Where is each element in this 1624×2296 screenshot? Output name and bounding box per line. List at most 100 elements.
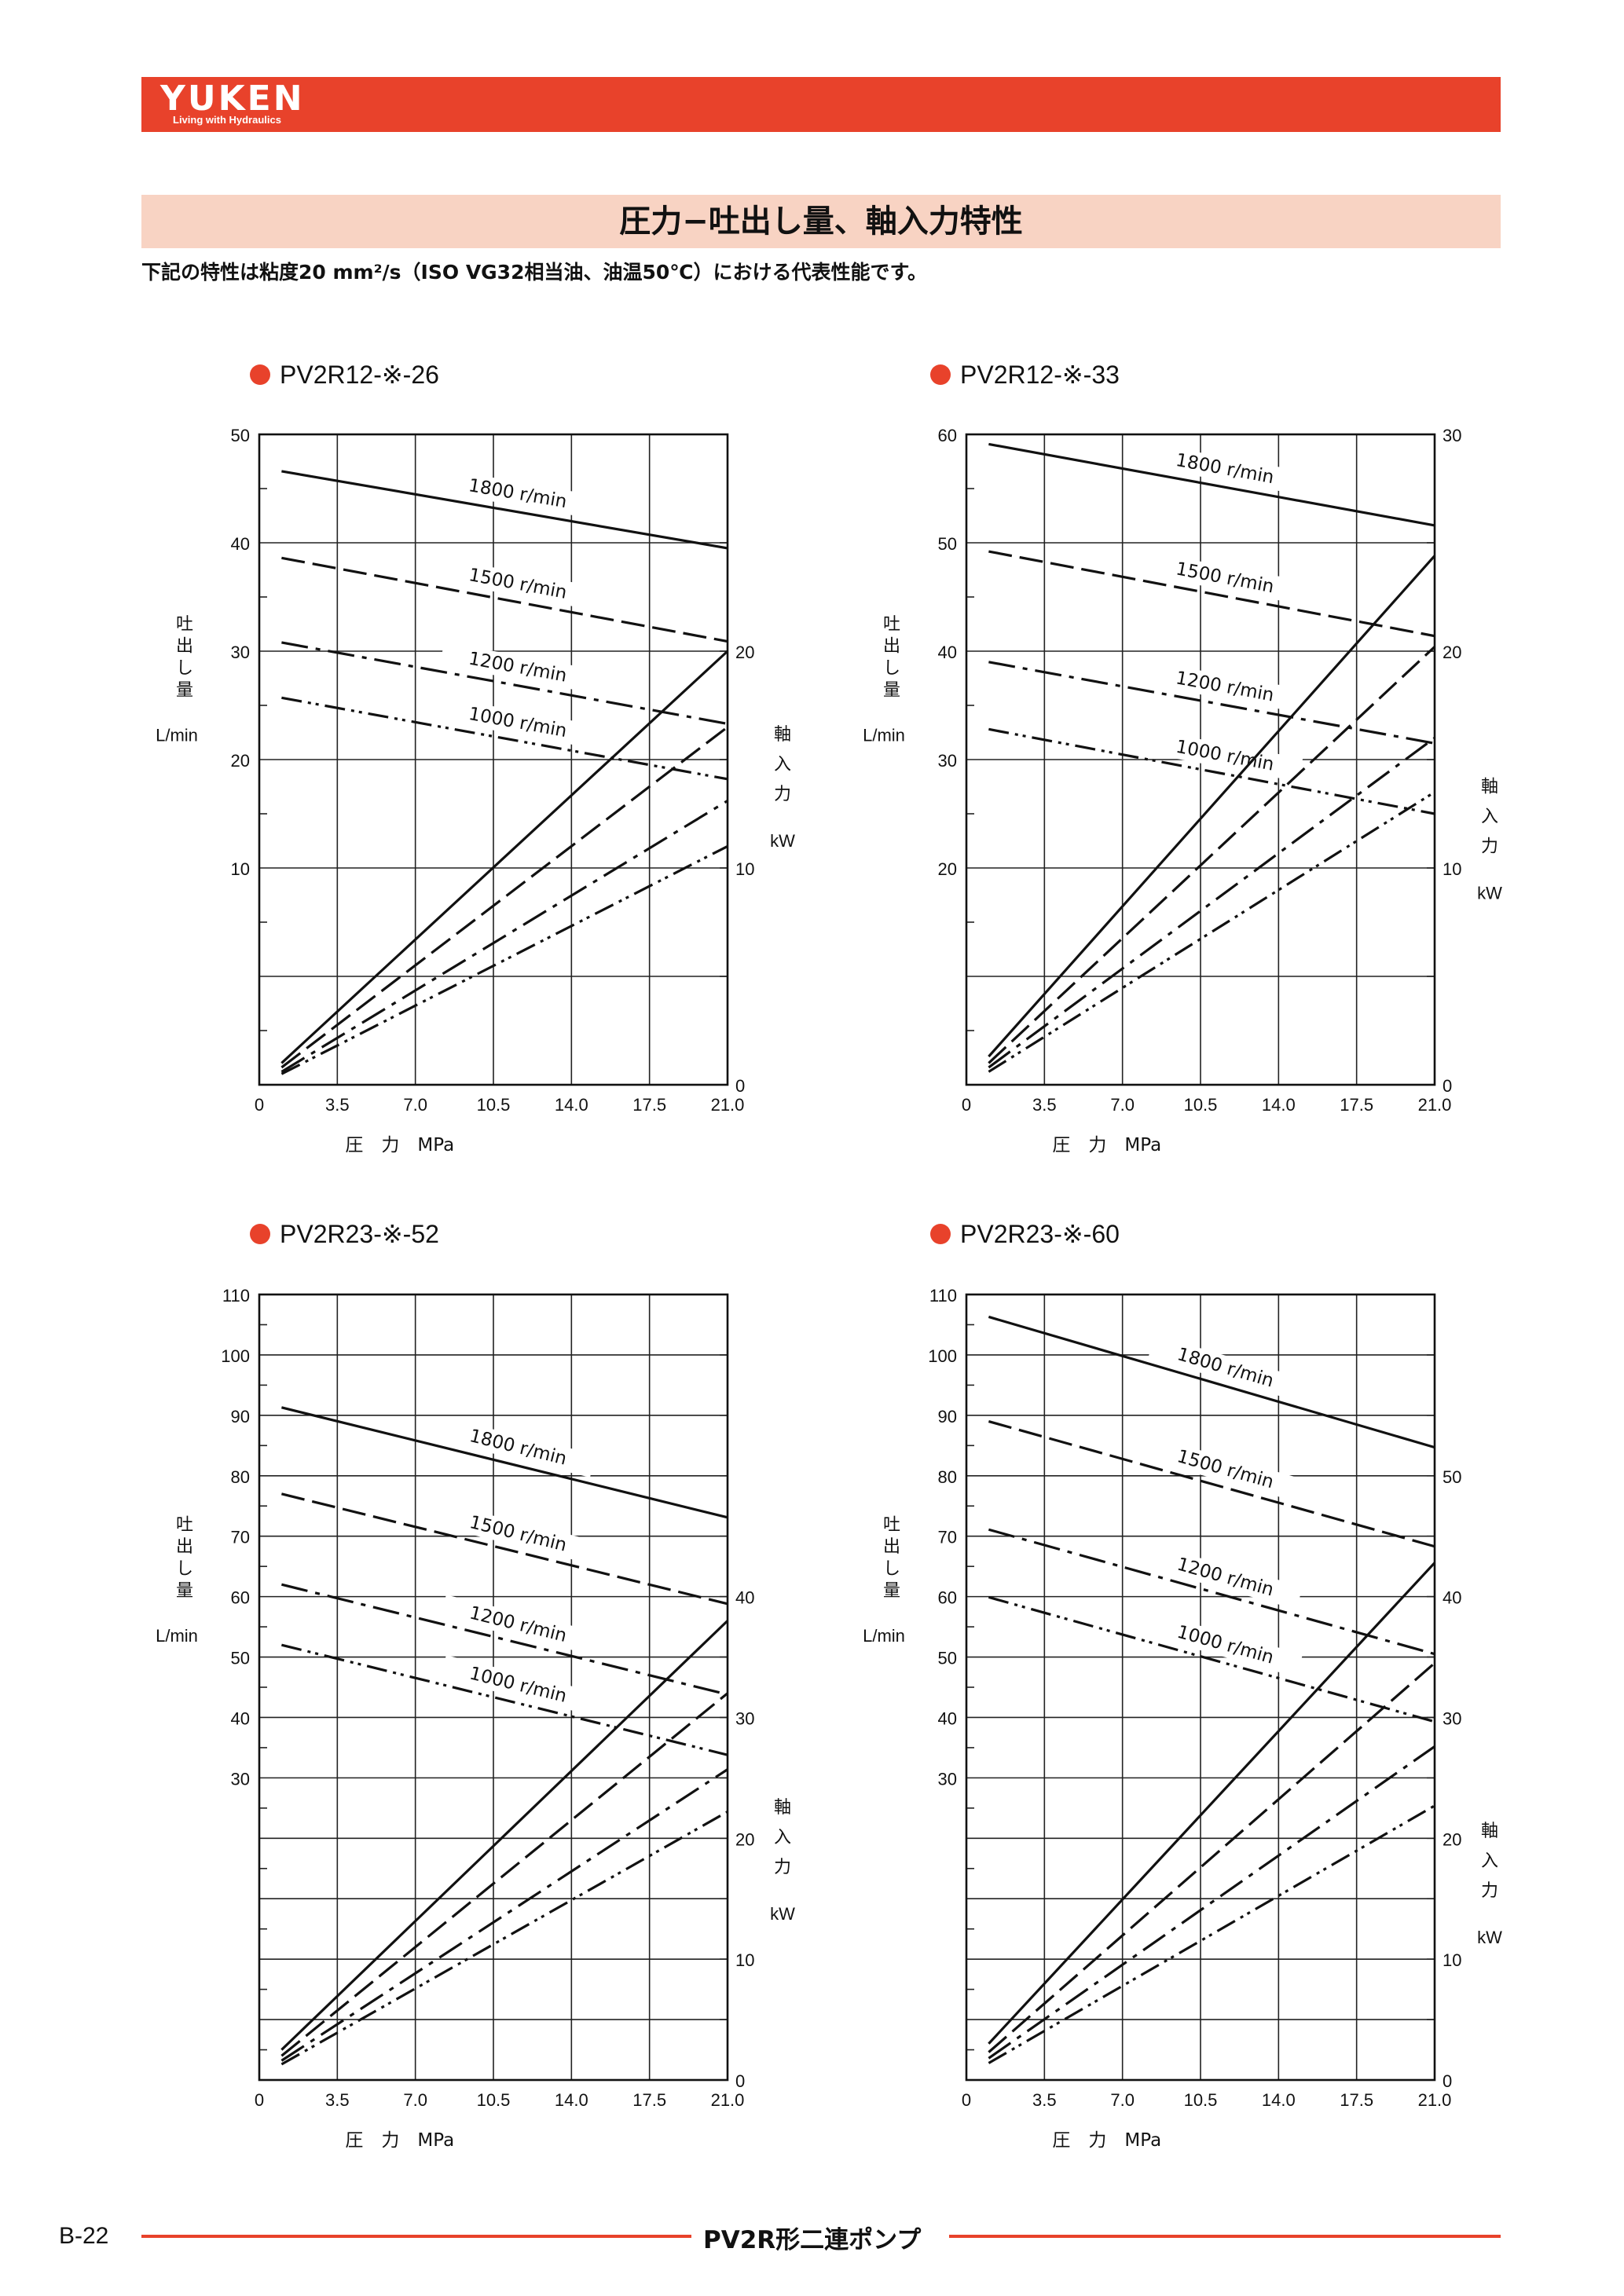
page-title: 圧力−吐出し量、軸入力特性 xyxy=(141,195,1501,248)
flow-line-label: 1000 r/min xyxy=(467,1663,569,1707)
x-tick-label: 7.0 xyxy=(403,2090,427,2110)
flow-label-bg xyxy=(1146,661,1303,712)
x-tick-label: 14.0 xyxy=(1262,1095,1296,1115)
flow-label-bg xyxy=(1148,1335,1303,1401)
y-left-label-char: し xyxy=(883,1559,900,1579)
flow-line-label: 1800 r/min xyxy=(1174,450,1275,488)
x-tick-label: 17.5 xyxy=(632,2090,666,2110)
y-right-unit: kW xyxy=(770,1904,795,1924)
flow-line-label: 1500 r/min xyxy=(467,1512,569,1556)
y-left-label-char: 出 xyxy=(176,1537,193,1557)
y-left-tick-label: 60 xyxy=(938,426,957,445)
y-right-tick-label: 30 xyxy=(735,1708,754,1728)
bullet-icon xyxy=(250,1224,270,1244)
x-tick-label: 14.0 xyxy=(1262,2090,1296,2110)
x-tick-label: 0 xyxy=(255,2090,264,2110)
y-right-unit: kW xyxy=(1477,883,1502,903)
footer-rule-right xyxy=(949,2235,1501,2238)
y-right-tick-label: 30 xyxy=(1443,426,1461,445)
power-line-2 xyxy=(280,1692,729,2057)
flow-line-label: 1000 r/min xyxy=(467,704,568,742)
y-left-unit: L/min xyxy=(156,725,198,745)
power-line-3 xyxy=(988,1745,1435,2060)
y-left-tick-label: 70 xyxy=(938,1528,957,1547)
flow-line-label: 1500 r/min xyxy=(1175,558,1276,597)
intro-text: 下記の特性は粘度20 mm²/s（ISO VG32相当油、油温50℃）における代… xyxy=(141,261,928,284)
y-left-label-char: し xyxy=(176,1559,193,1579)
y-left-tick-label: 80 xyxy=(231,1467,250,1487)
yuken-logo: YUKEN Living with Hydraulics xyxy=(160,82,305,126)
y-right-unit: kW xyxy=(770,831,795,851)
y-right-tick-label: 0 xyxy=(735,2071,745,2091)
y-left-label-char: 出 xyxy=(176,636,193,656)
y-left-tick-label: 80 xyxy=(938,1467,957,1487)
chart-title-1: PV2R12-※-26 xyxy=(250,360,439,390)
x-axis-label: 圧 力 MPa xyxy=(345,2130,454,2151)
flow-line-label: 1200 r/min xyxy=(467,649,568,687)
header-bar: YUKEN Living with Hydraulics xyxy=(141,77,1501,132)
x-tick-label: 14.0 xyxy=(555,1095,588,1115)
flow-line-label: 1000 r/min xyxy=(1175,737,1276,775)
y-left-label-char: 量 xyxy=(176,680,193,700)
y-left-unit: L/min xyxy=(863,725,905,745)
y-left-tick-label: 30 xyxy=(938,751,957,771)
x-axis-label: 圧 力 MPa xyxy=(1052,1135,1161,1155)
flow-label-bg xyxy=(440,1417,596,1478)
y-left-tick-label: 60 xyxy=(231,1588,250,1608)
chart-title-4: PV2R23-※-60 xyxy=(930,1219,1120,1249)
y-left-tick-label: 90 xyxy=(938,1407,957,1426)
flow-line-1500-r-min xyxy=(988,1419,1435,1548)
flow-label-bg xyxy=(440,1655,596,1716)
x-tick-label: 0 xyxy=(255,1095,264,1115)
x-tick-label: 7.0 xyxy=(1110,2090,1135,2110)
flow-label-bg xyxy=(1148,1545,1303,1609)
y-left-tick-label: 30 xyxy=(231,1769,250,1789)
y-right-tick-label: 10 xyxy=(735,859,754,879)
page-number: B-22 xyxy=(59,2223,109,2249)
x-tick-label: 3.5 xyxy=(325,2090,350,2110)
flow-line-1200-r-min xyxy=(988,661,1435,745)
y-left-tick-label: 100 xyxy=(928,1346,957,1366)
y-left-label-char: 量 xyxy=(883,680,900,700)
y-right-label-char: 軸 xyxy=(774,1798,791,1818)
power-line-3 xyxy=(280,1768,728,2062)
y-right-tick-label: 50 xyxy=(1443,1467,1461,1487)
flow-line-1500-r-min xyxy=(988,550,1435,638)
y-left-tick-label: 40 xyxy=(938,1708,957,1728)
y-left-label-char: 吐 xyxy=(176,614,193,634)
power-line-1 xyxy=(988,555,1436,1058)
y-left-tick-label: 20 xyxy=(938,859,957,879)
y-left-tick-label: 40 xyxy=(938,643,957,662)
flow-line-label: 1800 r/min xyxy=(1175,1344,1276,1391)
y-right-label-char: 力 xyxy=(1481,837,1498,856)
flow-label-bg xyxy=(1146,551,1303,604)
plot-frame xyxy=(965,433,1436,1086)
chart-title-text: PV2R12-※-26 xyxy=(280,361,439,389)
flow-line-1000-r-min xyxy=(988,1595,1435,1723)
y-left-label-char: し xyxy=(883,658,900,678)
footer-rule-left xyxy=(141,2235,691,2238)
power-line-3 xyxy=(988,737,1435,1069)
flow-label-bg xyxy=(439,558,596,610)
power-line-4 xyxy=(280,1811,728,2066)
flow-line-1800-r-min xyxy=(988,442,1435,527)
x-tick-label: 21.0 xyxy=(711,1095,745,1115)
y-left-unit: L/min xyxy=(863,1626,905,1646)
flow-line-1500-r-min xyxy=(281,556,728,643)
y-left-tick-label: 50 xyxy=(231,426,250,445)
x-tick-label: 0 xyxy=(962,1095,971,1115)
flow-line-1200-r-min xyxy=(988,1528,1435,1656)
y-right-label-char: 入 xyxy=(774,755,791,774)
x-tick-label: 21.0 xyxy=(1418,2090,1452,2110)
power-line-2 xyxy=(988,1662,1436,2053)
y-right-tick-label: 10 xyxy=(1443,859,1461,879)
y-right-tick-label: 0 xyxy=(1443,2071,1452,2091)
flow-line-1000-r-min xyxy=(281,696,728,781)
y-left-label-char: 吐 xyxy=(883,1515,900,1535)
flow-label-bg xyxy=(1146,730,1303,782)
y-right-label-char: 入 xyxy=(1481,807,1498,826)
flow-line-1200-r-min xyxy=(280,1583,728,1696)
plot-frame xyxy=(258,433,729,1086)
y-right-label-char: 力 xyxy=(774,785,791,804)
chart-title-text: PV2R23-※-60 xyxy=(960,1220,1120,1248)
